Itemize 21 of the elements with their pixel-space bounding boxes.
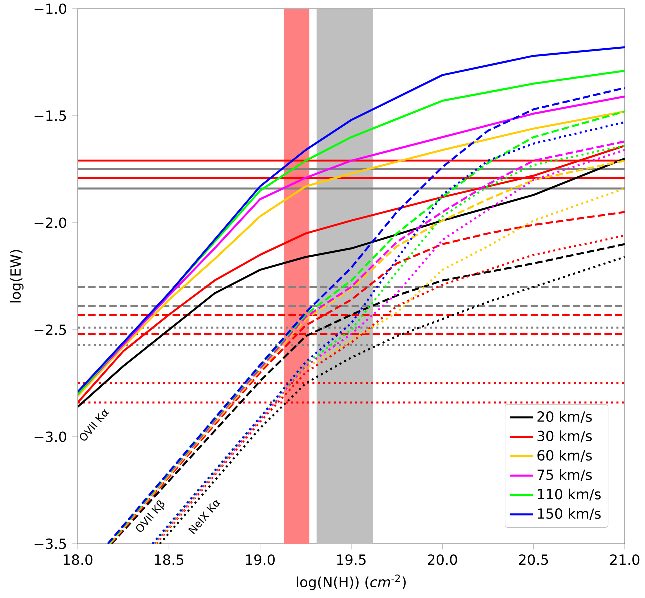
y-tick-label: −2.5 <box>34 324 66 336</box>
legend-label: 110 km/s <box>538 488 601 501</box>
legend-label: 60 km/s <box>538 450 592 462</box>
x-tick-label: 20.0 <box>428 554 458 566</box>
x-tick-label: 19.5 <box>337 554 366 566</box>
y-tick-label: −2.0 <box>34 218 66 228</box>
x-axis-title: log(N(H)) (cm$^{-2}$) <box>297 574 406 590</box>
x-tick-label: 18.5 <box>155 554 184 566</box>
legend-label: 75 km/s <box>538 469 592 482</box>
legend-label: 30 km/s <box>538 430 592 443</box>
legend-label: 20 km/s <box>538 411 592 424</box>
legend-label: 150 km/s <box>538 508 601 520</box>
x-tick-label: 19.0 <box>246 554 275 566</box>
y-tick-label: −1.0 <box>34 4 66 14</box>
x-tick-label: 21.0 <box>610 554 640 566</box>
y-tick-label: −3.0 <box>34 432 66 442</box>
y-tick-label: −1.5 <box>34 110 66 122</box>
x-tick-label: 20.5 <box>519 554 548 566</box>
y-axis-title: log(EW) <box>10 250 24 303</box>
y-tick-label: −3.5 <box>34 538 66 550</box>
x-tick-label: 18.0 <box>64 554 93 566</box>
